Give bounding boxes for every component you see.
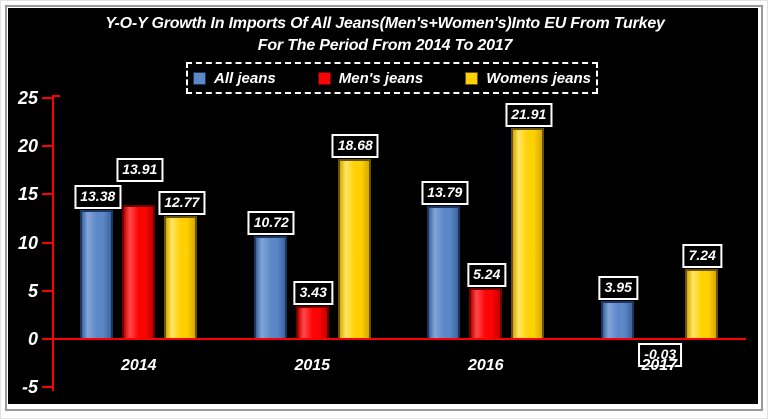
value-label-men-s-jeans-2017: -0.03 bbox=[638, 343, 683, 367]
bar-womens-jeans-2015 bbox=[337, 158, 371, 339]
bar-womens-jeans-2017 bbox=[684, 269, 718, 339]
bar-men-s-jeans-2014 bbox=[122, 204, 156, 339]
all-jeans-swatch-icon bbox=[193, 71, 207, 85]
chart-title: Y-O-Y Growth In Imports Of All Jeans(Men… bbox=[1, 13, 767, 57]
value-label-men-s-jeans-2016: 5.24 bbox=[467, 263, 507, 288]
value-label-all-jeans-2015: 10.72 bbox=[247, 210, 295, 235]
bar-all-jeans-2015 bbox=[253, 235, 287, 339]
y-tick-20 bbox=[42, 145, 52, 148]
x-axis-label-2014: 2014 bbox=[120, 357, 157, 374]
bar-men-s-jeans-2016 bbox=[469, 288, 503, 339]
value-label-womens-jeans-2016: 21.91 bbox=[505, 102, 553, 127]
mens-jeans-swatch-icon bbox=[317, 71, 331, 85]
y-tick-25 bbox=[42, 97, 52, 99]
y-tick-15 bbox=[42, 193, 52, 196]
womens-jeans-swatch-icon bbox=[465, 71, 479, 85]
chart-title-line1: Y-O-Y Growth In Imports Of All Jeans(Men… bbox=[105, 15, 665, 32]
value-label-womens-jeans-2015: 18.68 bbox=[331, 133, 379, 158]
y-tick-0 bbox=[42, 338, 52, 340]
y-axis-cap bbox=[52, 95, 60, 97]
legend-label: All jeans bbox=[214, 69, 276, 87]
chart-title-line2: For The Period From 2014 To 2017 bbox=[257, 37, 513, 54]
value-label-men-s-jeans-2014: 13.91 bbox=[116, 157, 164, 182]
x-axis-label-2017: 2017 bbox=[641, 357, 678, 374]
y-tick-10 bbox=[42, 241, 52, 244]
bar-all-jeans-2016 bbox=[427, 206, 461, 339]
y-axis-label-0: 0 bbox=[27, 329, 38, 349]
value-label-all-jeans-2017: 3.95 bbox=[598, 275, 638, 300]
y-axis-label-20: 20 bbox=[17, 136, 38, 157]
bar-all-jeans-2017 bbox=[600, 300, 634, 339]
legend: All jeans Men's jeans Womens jeans bbox=[186, 62, 598, 94]
bar-men-s-jeans-2015 bbox=[295, 305, 329, 339]
legend-label: Womens jeans bbox=[486, 69, 591, 87]
bar-womens-jeans-2016 bbox=[511, 127, 545, 339]
legend-item-mens-jeans: Men's jeans bbox=[317, 69, 424, 87]
y-axis-label-10: 10 bbox=[17, 232, 38, 253]
value-label-womens-jeans-2014: 12.77 bbox=[158, 190, 206, 215]
value-label-all-jeans-2014: 13.38 bbox=[74, 185, 122, 210]
y-tick--5 bbox=[42, 386, 52, 389]
y-axis-label-15: 15 bbox=[17, 184, 38, 205]
value-label-womens-jeans-2017: 7.24 bbox=[682, 244, 722, 269]
bar-womens-jeans-2014 bbox=[164, 215, 198, 339]
legend-item-womens-jeans: Womens jeans bbox=[465, 70, 591, 87]
x-axis-label-2015: 2015 bbox=[294, 357, 331, 374]
value-label-men-s-jeans-2015: 3.43 bbox=[293, 280, 333, 305]
y-axis-label-25: 25 bbox=[17, 88, 38, 108]
y-axis-line bbox=[52, 96, 54, 391]
y-axis-label--5: -5 bbox=[21, 377, 38, 398]
y-axis-label-5: 5 bbox=[27, 280, 38, 301]
bar-all-jeans-2014 bbox=[80, 210, 114, 339]
value-label-all-jeans-2016: 13.79 bbox=[421, 181, 469, 206]
y-tick-5 bbox=[42, 289, 52, 292]
legend-label: Men's jeans bbox=[338, 69, 424, 87]
x-axis-zero-line bbox=[52, 338, 746, 340]
x-axis-label-2016: 2016 bbox=[467, 357, 504, 374]
legend-item-all-jeans: All jeans bbox=[193, 70, 276, 87]
